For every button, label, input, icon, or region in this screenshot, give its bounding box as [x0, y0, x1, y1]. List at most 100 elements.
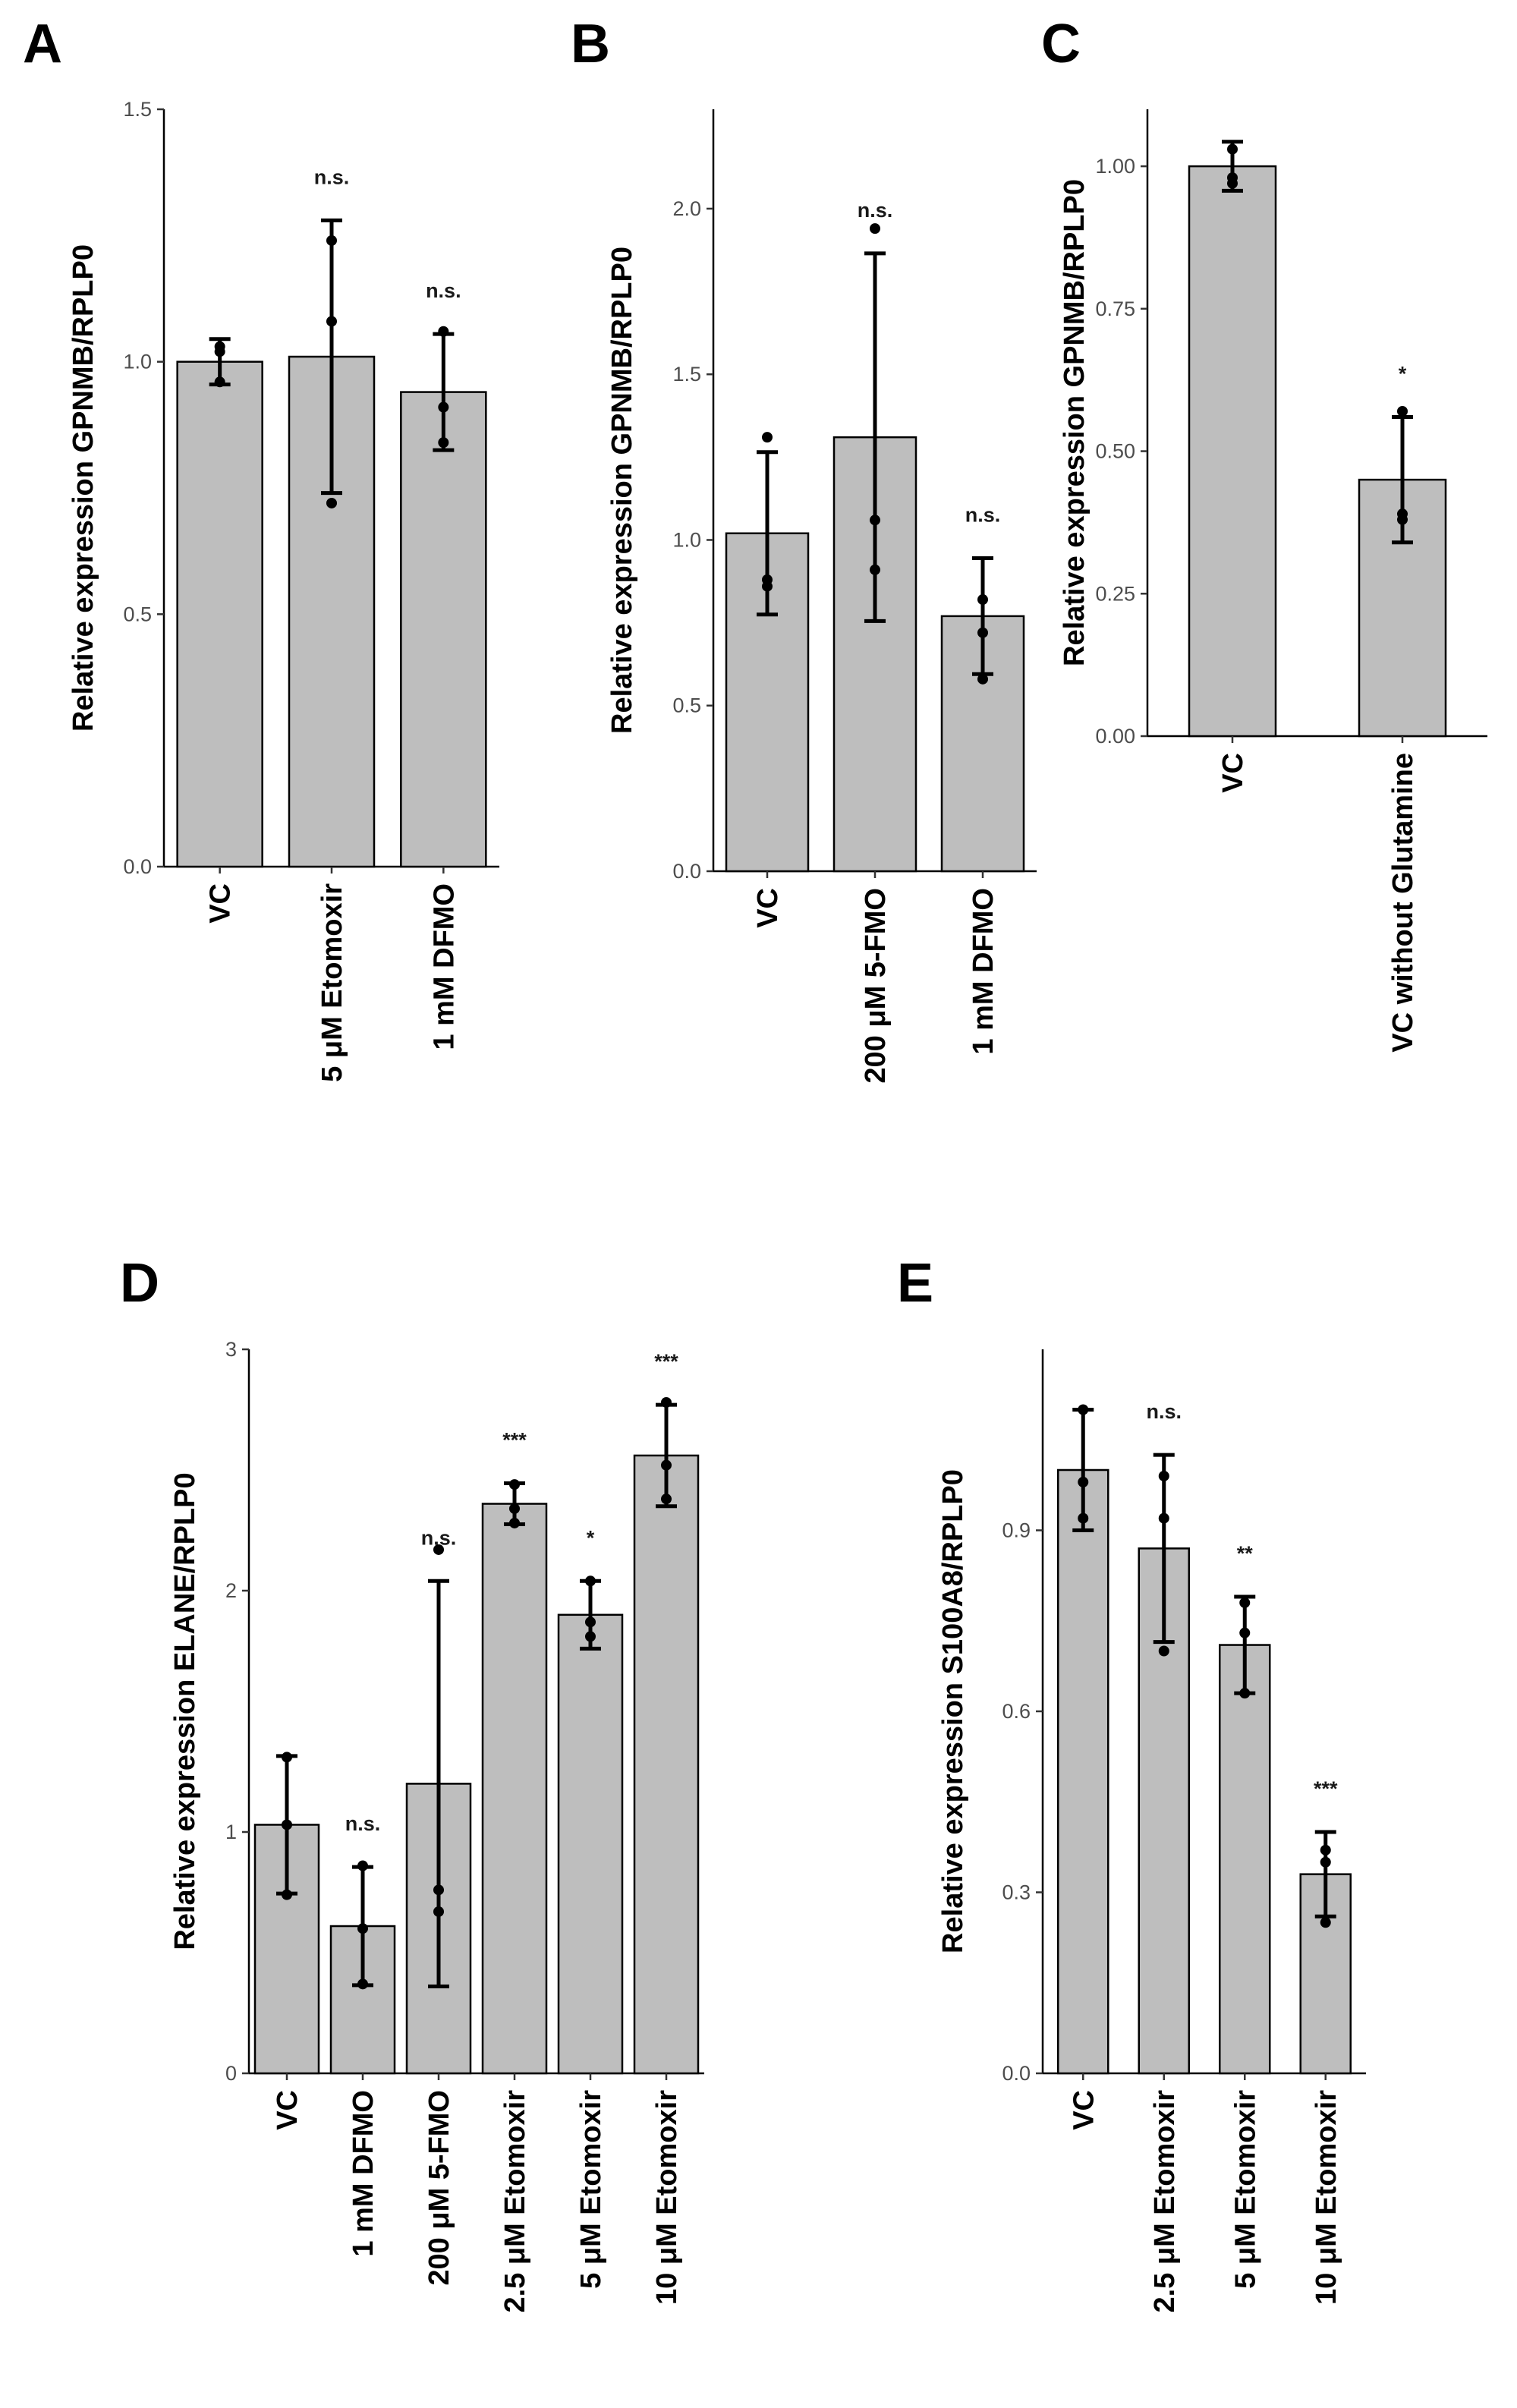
data-point-d-0-0: [282, 1889, 292, 1900]
bar-a-2: [400, 391, 487, 868]
data-point-e-1-0: [1158, 1645, 1169, 1657]
bar-a-0: [176, 360, 263, 868]
data-point-b-0-2: [762, 432, 773, 443]
data-point-a-2-1: [438, 401, 449, 413]
data-point-b-1-1: [870, 515, 880, 526]
data-point-e-3-0: [1320, 1917, 1331, 1928]
data-point-d-1-2: [357, 1860, 368, 1871]
data-point-e-2-0: [1239, 1688, 1251, 1699]
data-point-e-2-1: [1239, 1627, 1251, 1638]
y-tick-label-a: 0.0: [123, 855, 152, 878]
data-point-c-1-1: [1397, 508, 1408, 520]
bar-d-5: [633, 1454, 700, 2075]
significance-label-d-3: ***: [502, 1428, 527, 1451]
y-tick-label-e: 0.6: [1002, 1700, 1031, 1723]
y-tick-label-e: 0.3: [1002, 1881, 1031, 1904]
data-point-b-0-1: [762, 574, 773, 585]
data-point-c-0-1: [1227, 172, 1238, 184]
bar-d-4: [557, 1613, 624, 2075]
y-tick-label-c: 0.00: [1095, 725, 1135, 748]
data-point-a-1-1: [326, 316, 337, 327]
data-point-d-4-2: [585, 1575, 596, 1587]
panel-letter-a: A: [23, 14, 62, 74]
data-point-d-0-1: [282, 1819, 292, 1830]
y-tick-label-b: 2.0: [672, 197, 701, 220]
panel-letter-e: E: [897, 1253, 933, 1314]
significance-label-b-2: n.s.: [965, 503, 1001, 526]
category-label-a-2: 1 mM DFMO: [428, 883, 460, 1050]
category-label-b-1: 200 μM 5-FMO: [860, 888, 892, 1084]
y-tick-label-b: 1.0: [672, 528, 701, 551]
significance-label-c-1: *: [1399, 362, 1407, 385]
y-tick-label-d: 0: [225, 2062, 237, 2085]
significance-label-a-1: n.s.: [314, 165, 350, 188]
data-point-d-0-2: [282, 1752, 292, 1763]
data-point-d-5-0: [661, 1494, 672, 1505]
y-tick-label-d: 2: [225, 1579, 237, 1602]
data-point-a-0-0: [214, 376, 225, 388]
y-tick-label-b: 0.0: [672, 860, 701, 883]
category-label-b-2: 1 mM DFMO: [968, 888, 999, 1055]
y-tick-label-c: 0.25: [1095, 582, 1135, 605]
data-point-e-3-2: [1320, 1844, 1331, 1856]
data-point-b-2-1: [977, 627, 988, 638]
category-label-d-3: 2.5 μM Etomoxir: [499, 2090, 531, 2313]
data-point-a-1-2: [326, 235, 337, 246]
y-tick-label-b: 0.5: [672, 694, 701, 717]
data-point-e-1-2: [1158, 1470, 1169, 1481]
data-point-d-5-2: [661, 1396, 672, 1408]
category-label-e-3: 10 μM Etomoxir: [1311, 2090, 1342, 2305]
panel-letter-c: C: [1041, 14, 1081, 74]
significance-label-b-1: n.s.: [858, 199, 893, 222]
bar-c-0: [1188, 165, 1277, 738]
data-point-a-0-2: [214, 341, 225, 352]
y-tick-label-a: 1.0: [123, 351, 152, 373]
data-point-e-2-2: [1239, 1597, 1251, 1608]
data-point-c-0-2: [1227, 143, 1238, 155]
data-point-d-1-1: [357, 1923, 368, 1934]
data-point-a-2-2: [438, 326, 449, 337]
category-label-b-0: VC: [752, 888, 784, 928]
y-tick-label-e: 0.0: [1002, 2062, 1031, 2085]
data-point-a-1-0: [326, 497, 337, 508]
data-point-e-0-2: [1078, 1404, 1089, 1415]
significance-label-e-3: ***: [1314, 1777, 1338, 1800]
chart-panel-d: 0 1 2 3 Relative expression ELANE/RPLP0 VC n.s…: [169, 1338, 704, 2313]
panel-letter-d: D: [120, 1253, 159, 1314]
category-label-c-0: VC: [1217, 753, 1249, 793]
category-label-a-0: VC: [205, 883, 237, 924]
chart-panel-e: 0.0 0.3 0.6 0.9 Relative expression S100A8/R…: [937, 1349, 1366, 2313]
category-label-d-1: 1 mM DFMO: [348, 2090, 379, 2257]
category-label-e-1: 2.5 μM Etomoxir: [1149, 2090, 1181, 2313]
bar-d-3: [481, 1503, 548, 2075]
data-point-d-3-0: [509, 1517, 520, 1528]
y-axis-label-a: Relative expression GPNMB/RPLP0: [68, 244, 99, 732]
y-axis-label-e: Relative expression S100A8/RPLP0: [937, 1469, 969, 1953]
category-label-e-2: 5 μM Etomoxir: [1229, 2090, 1261, 2289]
data-point-b-1-0: [870, 564, 880, 575]
category-label-d-2: 200 μM 5-FMO: [423, 2090, 455, 2286]
data-point-e-1-1: [1158, 1512, 1169, 1524]
category-label-d-4: 5 μM Etomoxir: [575, 2090, 607, 2289]
y-axis-label-d: Relative expression ELANE/RPLP0: [169, 1472, 201, 1950]
y-tick-label-c: 0.75: [1095, 297, 1135, 320]
significance-label-a-2: n.s.: [426, 279, 461, 302]
category-label-a-1: 5 μM Etomoxir: [316, 883, 348, 1082]
data-point-e-0-0: [1078, 1512, 1089, 1524]
bar-e-0: [1057, 1468, 1109, 2075]
significance-label-d-4: *: [587, 1526, 595, 1549]
panel-letter-b: B: [571, 14, 610, 74]
data-point-e-3-1: [1320, 1856, 1331, 1868]
data-point-b-2-0: [977, 673, 988, 685]
category-label-d-5: 10 μM Etomoxir: [651, 2090, 683, 2305]
bar-e-2: [1219, 1644, 1271, 2075]
significance-label-d-1: n.s.: [345, 1812, 381, 1835]
significance-label-d-5: ***: [654, 1350, 678, 1373]
y-tick-label-c: 1.00: [1095, 155, 1135, 178]
data-point-b-2-2: [977, 594, 988, 606]
y-axis-label-c: Relative expression GPNMB/RPLP0: [1059, 179, 1091, 666]
y-tick-label-a: 1.5: [123, 98, 152, 121]
data-point-d-2-1: [433, 1884, 444, 1896]
